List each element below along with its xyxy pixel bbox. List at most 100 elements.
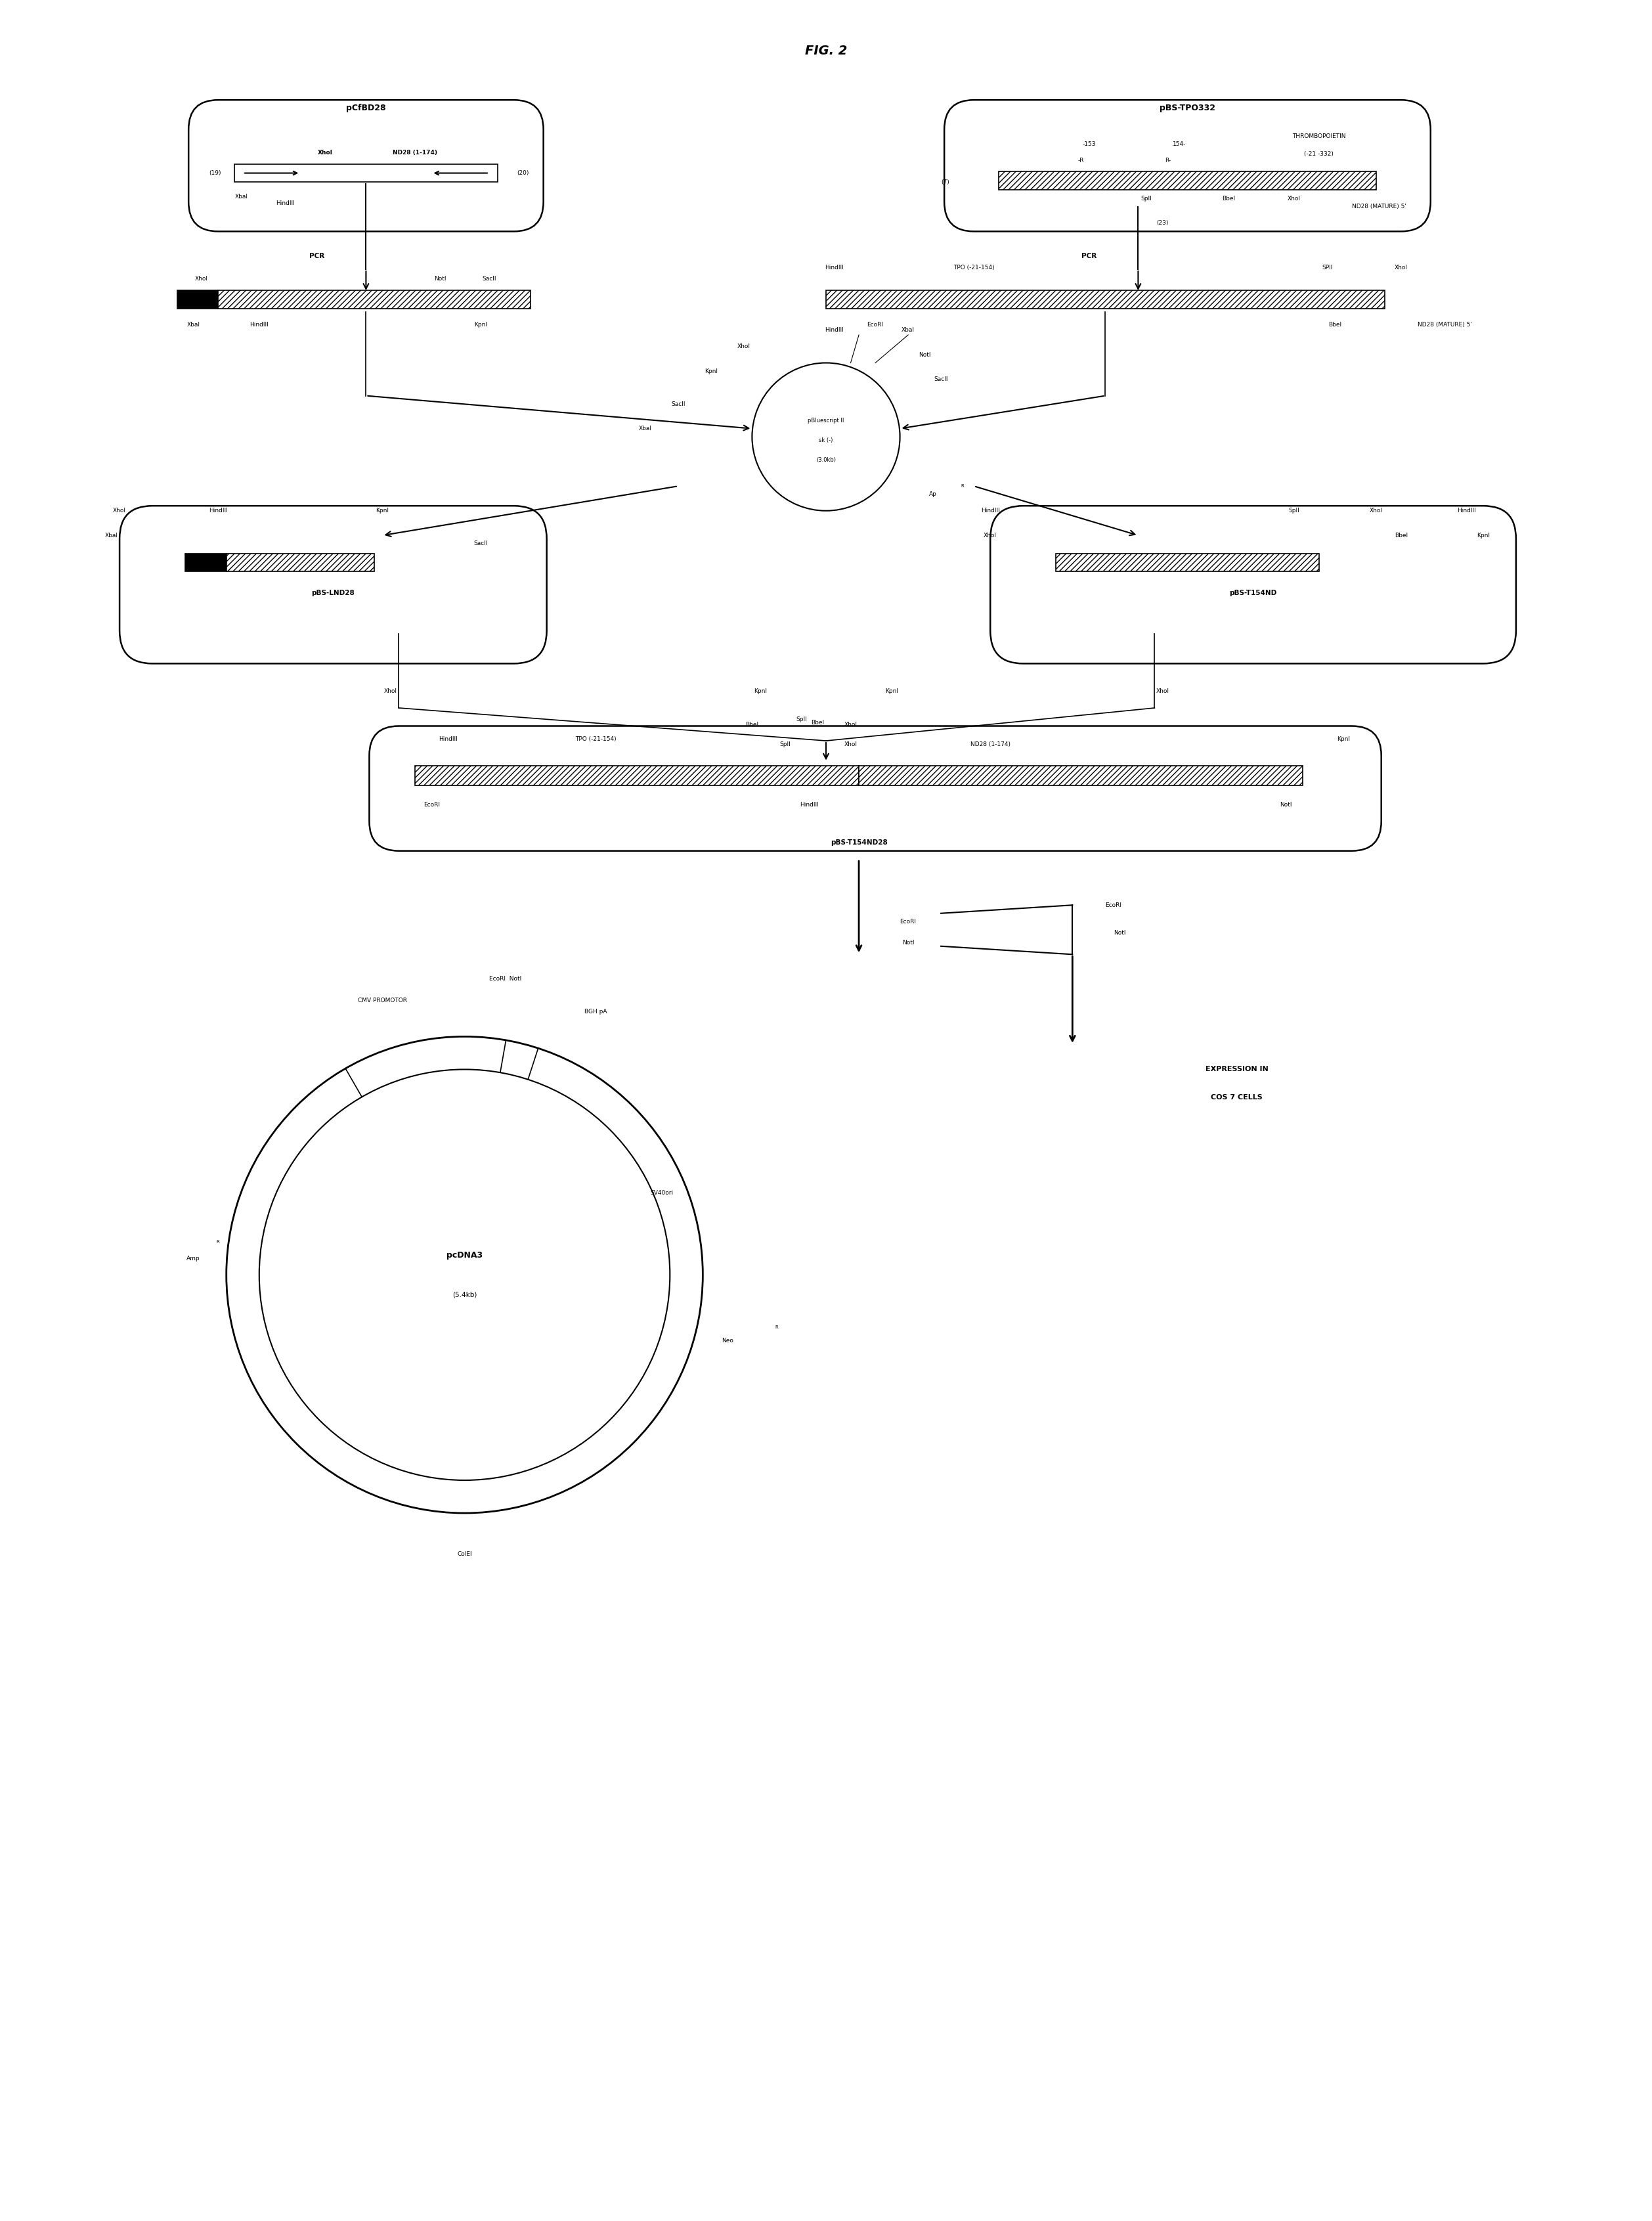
Text: SpII: SpII bbox=[1142, 195, 1151, 202]
Text: KpnI: KpnI bbox=[1336, 735, 1350, 742]
Text: XhoI: XhoI bbox=[983, 533, 996, 537]
Text: HindIII: HindIII bbox=[1457, 509, 1477, 513]
Text: COS 7 CELLS: COS 7 CELLS bbox=[1211, 1095, 1262, 1102]
Bar bbox=[1056, 553, 1318, 571]
FancyBboxPatch shape bbox=[990, 506, 1517, 664]
Text: (19): (19) bbox=[210, 171, 221, 175]
Text: ND28 (MATURE) 5': ND28 (MATURE) 5' bbox=[1351, 204, 1406, 209]
Text: XhoI: XhoI bbox=[383, 689, 396, 695]
Circle shape bbox=[226, 1037, 702, 1513]
Text: R: R bbox=[961, 484, 963, 489]
Text: (20): (20) bbox=[517, 171, 529, 175]
Text: NotI: NotI bbox=[1280, 802, 1292, 808]
Text: XbaI: XbaI bbox=[235, 193, 248, 200]
Text: pBluescript II: pBluescript II bbox=[808, 418, 844, 424]
Text: HindIII: HindIII bbox=[824, 326, 844, 333]
Text: (-21 -332): (-21 -332) bbox=[1303, 151, 1333, 158]
Text: EcoRI: EcoRI bbox=[900, 919, 917, 924]
Text: XhoI: XhoI bbox=[844, 742, 857, 746]
Text: XhoI: XhoI bbox=[737, 344, 750, 349]
Text: SacII: SacII bbox=[671, 402, 686, 406]
Text: TPO (-21-154): TPO (-21-154) bbox=[575, 735, 616, 742]
Text: SPII: SPII bbox=[1322, 264, 1333, 271]
Text: R: R bbox=[216, 1239, 220, 1244]
Bar bbox=[859, 766, 1302, 786]
Text: XhoI: XhoI bbox=[317, 149, 332, 155]
Text: NotI: NotI bbox=[1113, 931, 1125, 935]
Text: EcoRI: EcoRI bbox=[423, 802, 439, 808]
Text: THROMBOPOIETIN: THROMBOPOIETIN bbox=[1292, 133, 1346, 140]
Text: KpnI: KpnI bbox=[377, 509, 388, 513]
Text: SacII: SacII bbox=[482, 275, 496, 282]
Bar bbox=[235, 164, 497, 182]
Text: R: R bbox=[775, 1326, 778, 1330]
Text: KpnI: KpnI bbox=[753, 689, 767, 695]
Text: KpnI: KpnI bbox=[1477, 533, 1490, 537]
Text: ND28 (1-174): ND28 (1-174) bbox=[970, 742, 1011, 746]
Text: XhoI: XhoI bbox=[1156, 689, 1170, 695]
Text: NotI: NotI bbox=[902, 939, 914, 946]
Text: KpnI: KpnI bbox=[885, 689, 899, 695]
Text: Neo: Neo bbox=[722, 1337, 733, 1344]
Text: BbeI: BbeI bbox=[1328, 322, 1341, 329]
Text: pBS-LND28: pBS-LND28 bbox=[312, 589, 355, 595]
Text: HindIII: HindIII bbox=[439, 735, 458, 742]
Text: R-: R- bbox=[1165, 158, 1171, 164]
Text: EcoRI: EcoRI bbox=[1105, 902, 1122, 908]
Text: pBS-T154ND: pBS-T154ND bbox=[1229, 589, 1277, 595]
Text: sk (-): sk (-) bbox=[819, 438, 833, 442]
Text: HindIII: HindIII bbox=[249, 322, 269, 329]
Text: PCR: PCR bbox=[1080, 253, 1097, 260]
Text: HindIII: HindIII bbox=[800, 802, 819, 808]
Text: EXPRESSION IN: EXPRESSION IN bbox=[1206, 1066, 1269, 1073]
Text: XbaI: XbaI bbox=[187, 322, 200, 329]
Text: pBS-TPO332: pBS-TPO332 bbox=[1160, 104, 1216, 113]
Text: FIG. 2: FIG. 2 bbox=[805, 44, 847, 58]
Text: HindIII: HindIII bbox=[981, 509, 999, 513]
Text: PCR: PCR bbox=[309, 253, 324, 260]
Text: Amp: Amp bbox=[187, 1255, 200, 1262]
Text: (7): (7) bbox=[942, 180, 950, 184]
Text: ND28 (MATURE) 5': ND28 (MATURE) 5' bbox=[1417, 322, 1472, 329]
Text: SV40ori: SV40ori bbox=[651, 1190, 674, 1195]
Text: XhoI: XhoI bbox=[1370, 509, 1383, 513]
FancyBboxPatch shape bbox=[119, 506, 547, 664]
Bar bbox=[177, 291, 218, 309]
Text: XhoI: XhoI bbox=[844, 722, 857, 726]
Text: (23): (23) bbox=[1156, 220, 1170, 227]
Text: SacII: SacII bbox=[933, 375, 948, 382]
Text: XbaI: XbaI bbox=[902, 326, 915, 333]
Text: CMV PROMOTOR: CMV PROMOTOR bbox=[358, 997, 406, 1004]
Text: -153: -153 bbox=[1082, 142, 1095, 147]
Text: EcoRI  NotI: EcoRI NotI bbox=[489, 975, 522, 982]
FancyBboxPatch shape bbox=[945, 100, 1431, 231]
Bar bbox=[998, 171, 1376, 189]
Text: XhoI: XhoI bbox=[1287, 195, 1300, 202]
Text: BbeI: BbeI bbox=[811, 720, 824, 726]
Text: SpII: SpII bbox=[1289, 509, 1300, 513]
Text: Ap: Ap bbox=[928, 491, 937, 498]
Text: BbeI: BbeI bbox=[1394, 533, 1408, 537]
Text: HindIII: HindIII bbox=[208, 509, 228, 513]
Text: XhoI: XhoI bbox=[195, 275, 208, 282]
Text: SacII: SacII bbox=[474, 540, 487, 546]
Text: SpII: SpII bbox=[780, 742, 790, 746]
Text: pCfBD28: pCfBD28 bbox=[345, 104, 387, 113]
Text: (5.4kb): (5.4kb) bbox=[453, 1290, 477, 1297]
Circle shape bbox=[752, 362, 900, 511]
Bar bbox=[185, 553, 226, 571]
FancyBboxPatch shape bbox=[188, 100, 544, 231]
Text: BbeI: BbeI bbox=[745, 722, 758, 726]
Text: KpnI: KpnI bbox=[704, 369, 717, 373]
Text: pBS-T154ND28: pBS-T154ND28 bbox=[831, 840, 887, 846]
Text: NotI: NotI bbox=[919, 351, 930, 358]
Text: NotI: NotI bbox=[434, 275, 446, 282]
Text: EcoRI: EcoRI bbox=[867, 322, 884, 329]
Text: ColEI: ColEI bbox=[458, 1550, 472, 1557]
Text: -R: -R bbox=[1077, 158, 1084, 164]
Text: ND28 (1-174): ND28 (1-174) bbox=[393, 149, 438, 155]
Bar bbox=[415, 766, 859, 786]
Text: TPO (-21-154): TPO (-21-154) bbox=[953, 264, 995, 271]
Text: XbaI: XbaI bbox=[639, 426, 653, 431]
Bar bbox=[226, 553, 375, 571]
